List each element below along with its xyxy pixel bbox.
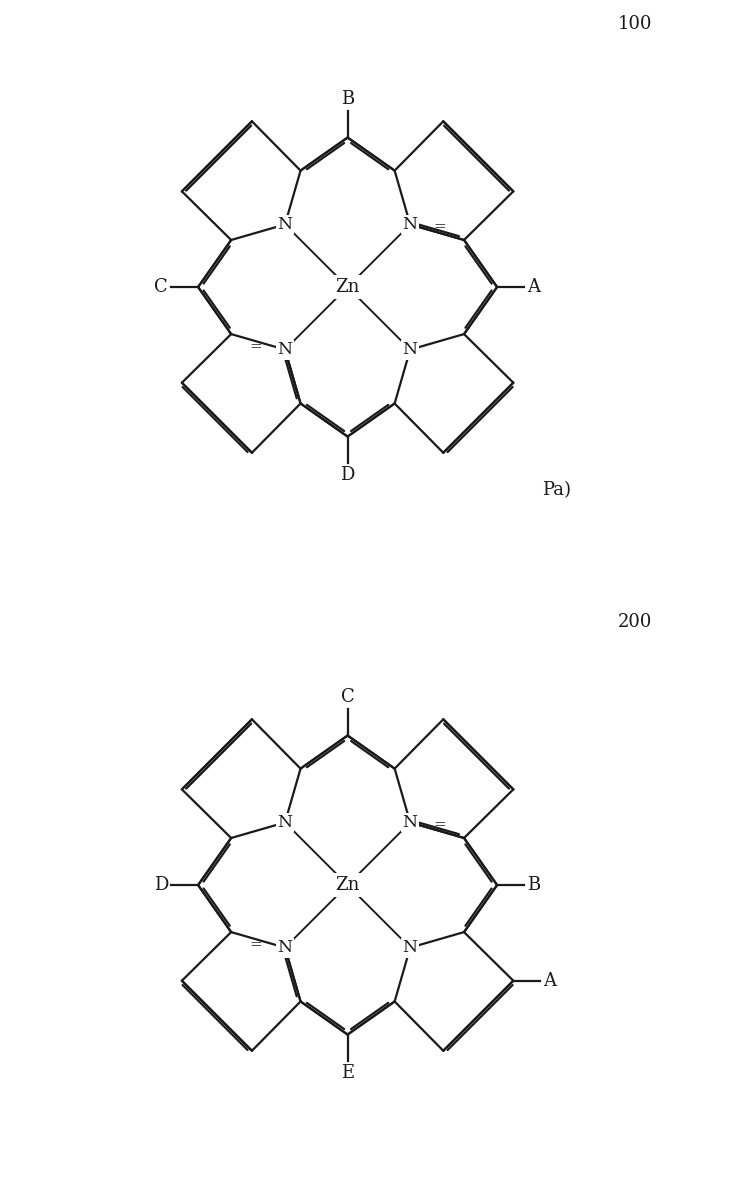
- Text: B: B: [341, 90, 354, 108]
- Text: Zn: Zn: [335, 277, 360, 297]
- Text: N: N: [402, 216, 418, 233]
- Text: =: =: [433, 818, 445, 832]
- Text: 100: 100: [618, 14, 652, 33]
- Text: 200: 200: [618, 612, 652, 631]
- Text: N: N: [402, 814, 418, 831]
- Text: N: N: [277, 814, 293, 831]
- Text: C: C: [155, 277, 168, 297]
- Text: Zn: Zn: [335, 875, 360, 895]
- Text: B: B: [527, 875, 541, 895]
- Text: N: N: [277, 216, 293, 233]
- Text: =: =: [250, 938, 262, 952]
- Text: A: A: [527, 277, 540, 297]
- Text: =: =: [250, 340, 262, 354]
- Text: N: N: [277, 939, 293, 956]
- Text: Pa): Pa): [542, 481, 572, 500]
- Text: N: N: [277, 341, 293, 358]
- Text: A: A: [544, 971, 556, 990]
- Text: D: D: [341, 466, 355, 484]
- Text: D: D: [154, 875, 168, 895]
- Text: E: E: [341, 1064, 354, 1082]
- Text: C: C: [341, 688, 355, 706]
- Text: N: N: [402, 341, 418, 358]
- Text: =: =: [433, 220, 445, 234]
- Text: N: N: [402, 939, 418, 956]
